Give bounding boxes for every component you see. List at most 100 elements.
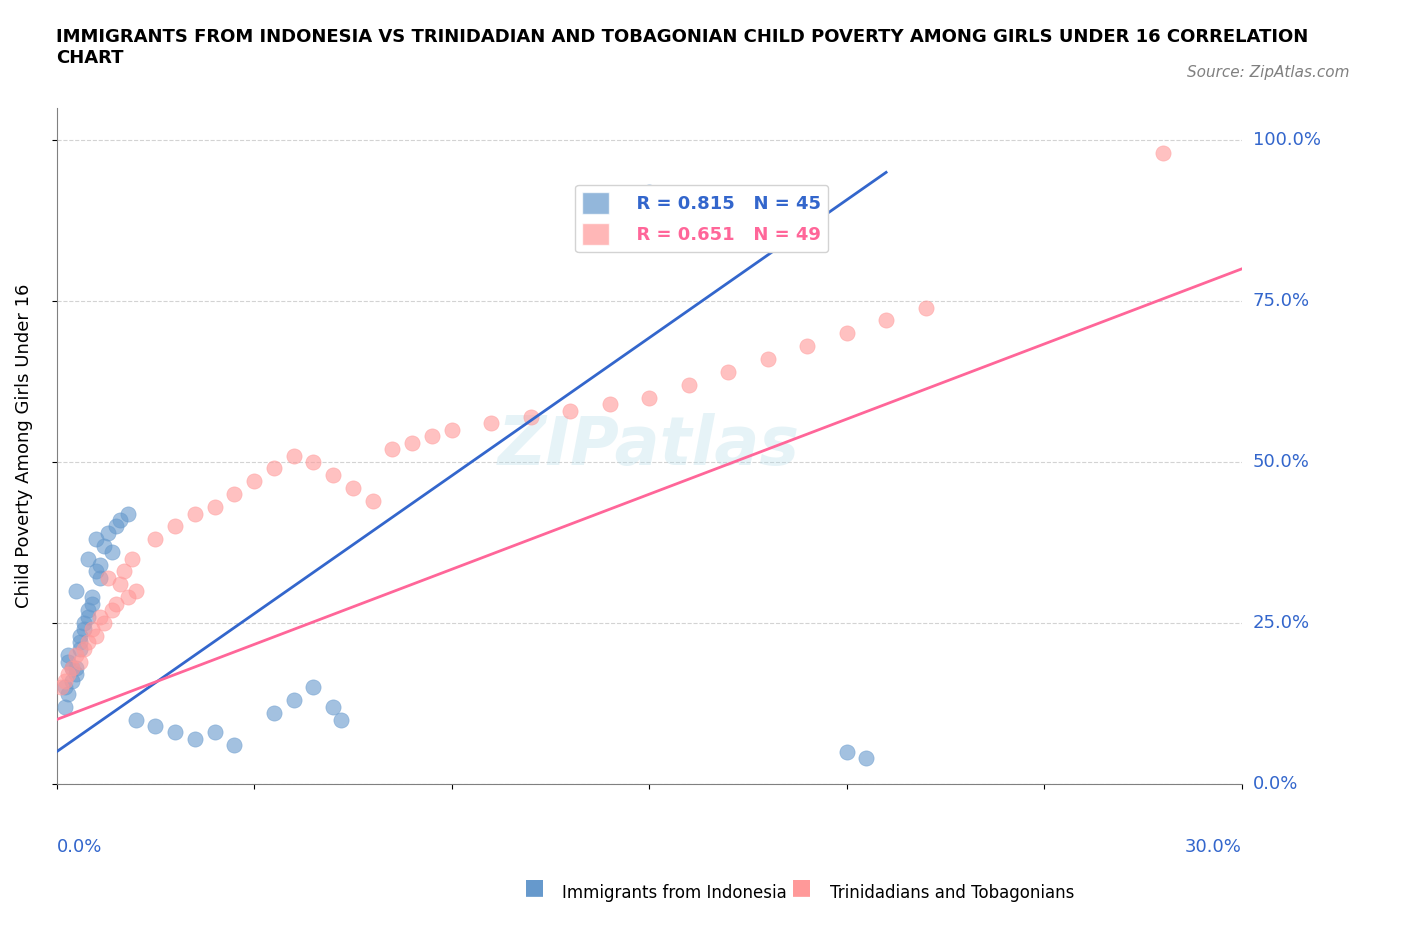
Point xyxy=(58,654,80,669)
Point xyxy=(678,378,700,392)
Point xyxy=(77,603,100,618)
Point xyxy=(401,435,423,450)
Text: ■: ■ xyxy=(524,877,544,897)
Point xyxy=(756,352,779,366)
Text: 30.0%: 30.0% xyxy=(1185,838,1241,856)
Point xyxy=(73,642,96,657)
Point xyxy=(69,635,91,650)
Point xyxy=(101,603,124,618)
Point xyxy=(117,590,139,604)
Point xyxy=(302,455,325,470)
Point xyxy=(65,667,87,682)
Text: 0.0%: 0.0% xyxy=(56,838,103,856)
Point xyxy=(165,725,187,740)
Point xyxy=(65,660,87,675)
Point xyxy=(283,693,305,708)
Point xyxy=(658,197,681,212)
Point xyxy=(243,474,266,489)
Point xyxy=(62,660,84,675)
Text: Immigrants from Indonesia: Immigrants from Indonesia xyxy=(562,884,787,902)
Point xyxy=(302,680,325,695)
Point xyxy=(165,519,187,534)
Point xyxy=(84,564,107,578)
Text: Source: ZipAtlas.com: Source: ZipAtlas.com xyxy=(1187,65,1350,80)
Point xyxy=(89,570,111,585)
Point xyxy=(93,616,115,631)
Point xyxy=(519,409,541,424)
Point xyxy=(77,635,100,650)
Point xyxy=(914,300,936,315)
Point xyxy=(82,590,104,604)
Point xyxy=(101,545,124,560)
Point xyxy=(224,486,246,501)
Text: ZIPatlas: ZIPatlas xyxy=(498,413,800,479)
Point xyxy=(53,699,76,714)
Y-axis label: Child Poverty Among Girls Under 16: Child Poverty Among Girls Under 16 xyxy=(15,284,32,608)
Text: 25.0%: 25.0% xyxy=(1253,614,1310,632)
Point xyxy=(835,744,858,759)
Point xyxy=(82,596,104,611)
Point xyxy=(84,629,107,644)
Point xyxy=(65,583,87,598)
Point xyxy=(58,667,80,682)
Point xyxy=(69,642,91,657)
Point xyxy=(855,751,877,765)
Point xyxy=(53,673,76,688)
Point xyxy=(124,583,146,598)
Point xyxy=(58,647,80,662)
Point xyxy=(49,680,72,695)
Point xyxy=(69,629,91,644)
Point xyxy=(104,596,127,611)
Point xyxy=(62,660,84,675)
Point xyxy=(263,706,285,721)
Point xyxy=(184,731,207,746)
Point xyxy=(143,719,166,734)
Point xyxy=(1152,146,1174,161)
Point xyxy=(322,699,344,714)
Point xyxy=(62,673,84,688)
Point xyxy=(638,184,661,199)
Text: 100.0%: 100.0% xyxy=(1253,131,1320,149)
Point xyxy=(73,622,96,637)
Point xyxy=(73,616,96,631)
Point xyxy=(53,680,76,695)
Point xyxy=(599,397,621,412)
Point xyxy=(124,712,146,727)
Point xyxy=(143,532,166,547)
Point xyxy=(322,468,344,483)
Point xyxy=(638,391,661,405)
Point xyxy=(58,686,80,701)
Point xyxy=(89,558,111,573)
Point xyxy=(204,725,226,740)
Point xyxy=(796,339,818,353)
Point xyxy=(361,493,384,508)
Text: 0.0%: 0.0% xyxy=(1253,775,1298,793)
Point xyxy=(112,564,135,578)
Text: Trinidadians and Tobagonians: Trinidadians and Tobagonians xyxy=(830,884,1074,902)
Point xyxy=(77,551,100,566)
Point xyxy=(93,538,115,553)
Point xyxy=(184,506,207,521)
Point xyxy=(108,512,131,527)
Point xyxy=(835,326,858,340)
Point xyxy=(69,654,91,669)
Point xyxy=(440,422,463,437)
Text: 75.0%: 75.0% xyxy=(1253,292,1310,310)
Legend:   R = 0.815   N = 45,   R = 0.651   N = 49: R = 0.815 N = 45, R = 0.651 N = 49 xyxy=(575,185,828,252)
Point xyxy=(420,429,443,444)
Point xyxy=(82,622,104,637)
Point xyxy=(108,577,131,591)
Point xyxy=(104,519,127,534)
Point xyxy=(77,609,100,624)
Point xyxy=(117,506,139,521)
Point xyxy=(342,481,364,496)
Point xyxy=(97,570,120,585)
Point xyxy=(479,416,502,431)
Point xyxy=(558,403,581,418)
Point xyxy=(283,448,305,463)
Point xyxy=(717,365,740,379)
Text: 50.0%: 50.0% xyxy=(1253,453,1309,472)
Point xyxy=(224,737,246,752)
Point xyxy=(89,609,111,624)
Text: ■: ■ xyxy=(792,877,811,897)
